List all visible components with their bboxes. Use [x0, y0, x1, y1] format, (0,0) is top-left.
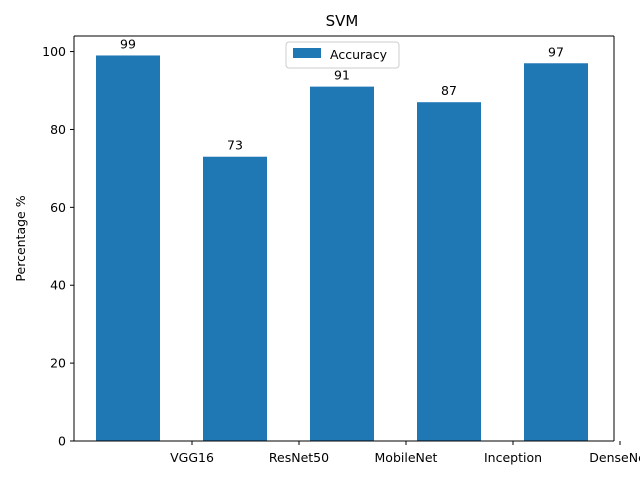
y-tick-label-80: 80 [50, 122, 66, 137]
y-axis-ticks: 0 20 40 60 80 100 [42, 44, 74, 449]
x-tick-label-vgg16: VGG16 [170, 450, 214, 465]
x-tick-label-inception: Inception [484, 450, 542, 465]
legend-entry-accuracy: Accuracy [330, 47, 388, 62]
axes-frame [73, 35, 615, 442]
bars-group [96, 55, 588, 442]
x-tick-label-resnet50: ResNet50 [269, 450, 329, 465]
y-tick-label-40: 40 [50, 278, 66, 293]
y-tick-label-0: 0 [58, 434, 66, 449]
x-tick-label-mobilenet: MobileNet [375, 450, 438, 465]
y-axis-label: Percentage % [13, 195, 28, 281]
data-label-inception: 87 [441, 83, 457, 98]
bar-resnet50 [203, 156, 267, 441]
y-tick-label-20: 20 [50, 356, 66, 371]
data-label-vgg16: 99 [120, 36, 136, 51]
bar-densenet [524, 63, 588, 442]
data-label-mobilenet: 91 [334, 68, 350, 83]
legend-swatch [293, 48, 321, 58]
x-axis-ticks: VGG16 ResNet50 MobileNet Inception DenseNet [170, 441, 640, 465]
bar-inception [417, 102, 481, 442]
x-tick-label-densenet: DenseNet [589, 450, 640, 465]
chart-title: SVM [326, 12, 359, 30]
data-labels-group: 99 73 91 87 97 [120, 36, 564, 152]
bar-vgg16 [96, 55, 160, 441]
data-label-densenet: 97 [548, 44, 564, 59]
bar-mobilenet [310, 86, 374, 441]
y-tick-label-100: 100 [42, 44, 66, 59]
data-label-resnet50: 73 [227, 138, 243, 153]
y-tick-label-60: 60 [50, 200, 66, 215]
legend: Accuracy [285, 41, 400, 69]
